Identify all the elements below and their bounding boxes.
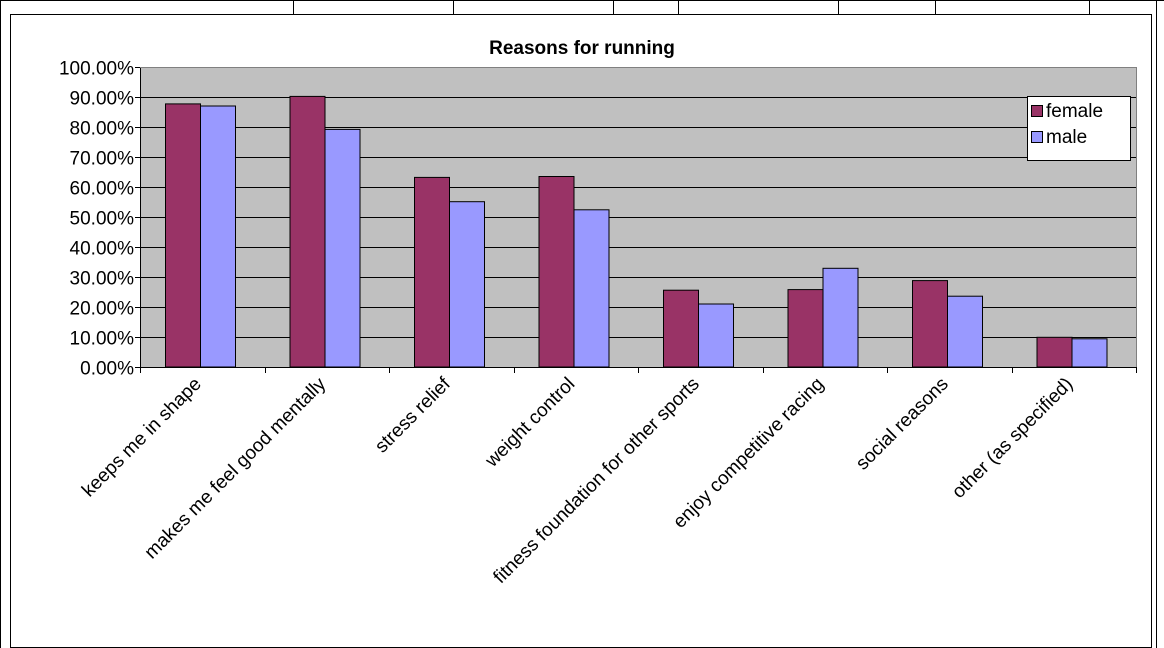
bar-male-6 [947, 295, 983, 368]
y-tick-label: 50.00% [70, 209, 135, 230]
bar-male-5 [822, 267, 859, 368]
bar-male-4 [698, 303, 734, 368]
bar-male-2 [449, 201, 485, 368]
y-tick-label: 40.00% [70, 239, 135, 260]
y-tick-label: 0.00% [80, 359, 134, 380]
legend-box [1027, 96, 1131, 161]
y-tick-label: 20.00% [70, 299, 135, 320]
bar-female-3 [538, 176, 575, 368]
y-tick-label: 80.00% [70, 119, 135, 140]
y-tick-label: 100.00% [59, 59, 134, 80]
legend-swatch-male [1031, 131, 1043, 143]
bar-female-0 [165, 103, 201, 368]
y-axis-ticks: 0.00% 10.00% 20.00% 30.00% 40.00% 50.00% 60.00… [59, 59, 140, 380]
bar-female-5 [787, 289, 824, 368]
chart-title: Reasons for running [489, 38, 675, 59]
y-tick-label: 10.00% [70, 329, 135, 350]
y-tick-label: 70.00% [70, 149, 135, 170]
legend-label-female: female [1046, 101, 1103, 122]
bar-male-0 [200, 105, 236, 368]
bar-female-7 [1036, 336, 1073, 368]
bar-female-6 [912, 280, 948, 368]
legend-label-male: male [1046, 127, 1087, 148]
legend-swatch-female [1031, 105, 1043, 117]
bar-female-2 [414, 176, 450, 368]
bar-male-1 [324, 128, 361, 368]
bar-male-7 [1071, 338, 1108, 368]
y-tick-label: 30.00% [70, 269, 135, 290]
y-tick-label: 90.00% [70, 89, 135, 110]
bars [165, 95, 1108, 368]
bar-female-1 [289, 95, 326, 368]
y-tick-label: 60.00% [70, 179, 135, 200]
legend: female male [1027, 96, 1131, 161]
bar-male-3 [573, 209, 610, 368]
bar-female-4 [663, 289, 699, 368]
